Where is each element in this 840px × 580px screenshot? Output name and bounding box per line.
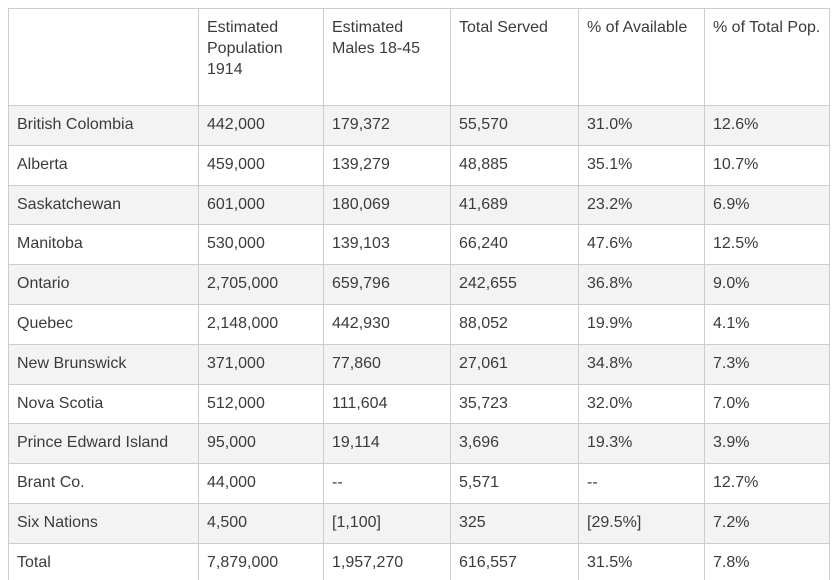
data-cell: 95,000 xyxy=(198,423,324,465)
table-row: Manitoba 530,000 139,103 66,240 47.6% 12.5% xyxy=(8,224,830,266)
data-cell: 3,696 xyxy=(450,423,579,465)
data-cell: 35.1% xyxy=(578,144,705,186)
data-cell: 512,000 xyxy=(198,383,324,425)
data-cell: 10.7% xyxy=(704,144,830,186)
table-row: Six Nations 4,500 [1,100] 325 [29.5%] 7.2% xyxy=(8,502,830,544)
data-cell: 7,879,000 xyxy=(198,542,324,580)
column-header-total-served: Total Served xyxy=(450,8,579,106)
data-cell: 2,705,000 xyxy=(198,264,324,305)
data-cell: 442,930 xyxy=(323,303,451,345)
data-cell: 32.0% xyxy=(578,383,705,425)
data-cell: 179,372 xyxy=(323,105,451,146)
data-cell: 242,655 xyxy=(450,264,579,305)
data-cell: 12.7% xyxy=(704,463,830,504)
data-cell: 6.9% xyxy=(704,184,830,226)
table-row: Quebec 2,148,000 442,930 88,052 19.9% 4.1% xyxy=(8,303,830,345)
column-header-males: Estimated Males 18-45 xyxy=(323,8,451,106)
data-cell: 7.2% xyxy=(704,502,830,544)
column-header-population: Estimated Population 1914 xyxy=(198,8,324,106)
data-cell: 659,796 xyxy=(323,264,451,305)
table-row: Prince Edward Island 95,000 19,114 3,696 19.… xyxy=(8,423,830,465)
data-cell: 44,000 xyxy=(198,463,324,504)
data-cell: 111,604 xyxy=(323,383,451,425)
table-row: Ontario 2,705,000 659,796 242,655 36.8% 9.0% xyxy=(8,264,830,305)
data-cell: 7.3% xyxy=(704,343,830,385)
data-cell: 1,957,270 xyxy=(323,542,451,580)
data-cell: 4,500 xyxy=(198,502,324,544)
data-cell: 530,000 xyxy=(198,224,324,266)
row-label: New Brunswick xyxy=(8,343,199,385)
row-label: Nova Scotia xyxy=(8,383,199,425)
row-label: Ontario xyxy=(8,264,199,305)
enlistment-table: Estimated Population 1914 Estimated Male… xyxy=(8,8,830,580)
row-label: Saskatchewan xyxy=(8,184,199,226)
column-header-pct-available: % of Available xyxy=(578,8,705,106)
data-cell: 77,860 xyxy=(323,343,451,385)
data-cell: 19.3% xyxy=(578,423,705,465)
table-row: Alberta 459,000 139,279 48,885 35.1% 10.7% xyxy=(8,144,830,186)
data-cell: [1,100] xyxy=(323,502,451,544)
data-cell: 66,240 xyxy=(450,224,579,266)
data-cell: 23.2% xyxy=(578,184,705,226)
row-label: Brant Co. xyxy=(8,463,199,504)
data-cell: 27,061 xyxy=(450,343,579,385)
column-header-blank xyxy=(8,8,199,106)
data-cell: 47.6% xyxy=(578,224,705,266)
data-cell: 616,557 xyxy=(450,542,579,580)
data-cell: 2,148,000 xyxy=(198,303,324,345)
data-cell: 31.0% xyxy=(578,105,705,146)
row-label: Six Nations xyxy=(8,502,199,544)
data-cell: 88,052 xyxy=(450,303,579,345)
data-cell: 139,103 xyxy=(323,224,451,266)
table-row: Saskatchewan 601,000 180,069 41,689 23.2% 6.9… xyxy=(8,184,830,226)
table-row: Brant Co. 44,000 -- 5,571 -- 12.7% xyxy=(8,463,830,504)
row-label: Manitoba xyxy=(8,224,199,266)
table-row: New Brunswick 371,000 77,860 27,061 34.8% 7.3… xyxy=(8,343,830,385)
data-cell: 48,885 xyxy=(450,144,579,186)
data-cell: 4.1% xyxy=(704,303,830,345)
data-cell: 19,114 xyxy=(323,423,451,465)
data-cell: 34.8% xyxy=(578,343,705,385)
table-body: British Colombia 442,000 179,372 55,570 31.0… xyxy=(8,105,830,580)
data-cell: 31.5% xyxy=(578,542,705,580)
table-row: British Colombia 442,000 179,372 55,570 31.0… xyxy=(8,105,830,146)
data-cell: 41,689 xyxy=(450,184,579,226)
data-cell: 12.6% xyxy=(704,105,830,146)
data-cell: 3.9% xyxy=(704,423,830,465)
header-row: Estimated Population 1914 Estimated Male… xyxy=(8,8,830,106)
row-label: Quebec xyxy=(8,303,199,345)
row-label: Prince Edward Island xyxy=(8,423,199,465)
column-header-pct-total-pop: % of Total Pop. xyxy=(704,8,830,106)
data-cell: 19.9% xyxy=(578,303,705,345)
table-row: Total 7,879,000 1,957,270 616,557 31.5% 7.8% xyxy=(8,542,830,580)
data-cell: 459,000 xyxy=(198,144,324,186)
data-cell: 55,570 xyxy=(450,105,579,146)
table-header: Estimated Population 1914 Estimated Male… xyxy=(8,8,830,106)
data-cell: 371,000 xyxy=(198,343,324,385)
table-row: Nova Scotia 512,000 111,604 35,723 32.0% 7.0% xyxy=(8,383,830,425)
data-cell: -- xyxy=(323,463,451,504)
data-cell: 7.8% xyxy=(704,542,830,580)
row-label: Total xyxy=(8,542,199,580)
row-label: British Colombia xyxy=(8,105,199,146)
data-cell: 9.0% xyxy=(704,264,830,305)
data-cell: 139,279 xyxy=(323,144,451,186)
data-cell: [29.5%] xyxy=(578,502,705,544)
data-cell: 7.0% xyxy=(704,383,830,425)
row-label: Alberta xyxy=(8,144,199,186)
data-cell: 325 xyxy=(450,502,579,544)
data-cell: 601,000 xyxy=(198,184,324,226)
data-cell: 180,069 xyxy=(323,184,451,226)
data-cell: 36.8% xyxy=(578,264,705,305)
data-cell: 442,000 xyxy=(198,105,324,146)
data-cell: 35,723 xyxy=(450,383,579,425)
data-cell: -- xyxy=(578,463,705,504)
data-cell: 12.5% xyxy=(704,224,830,266)
data-cell: 5,571 xyxy=(450,463,579,504)
